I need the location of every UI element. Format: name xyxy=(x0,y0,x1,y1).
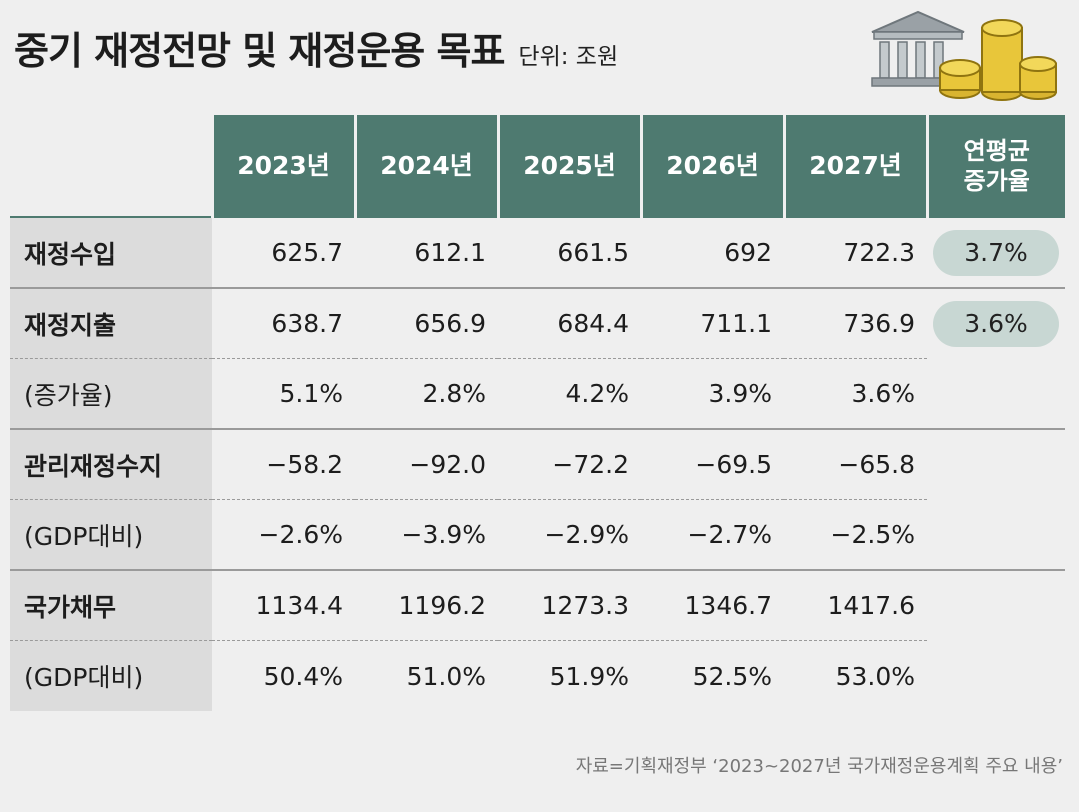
table-cell: 53.0% xyxy=(835,661,915,691)
column-header: 2023년 xyxy=(210,115,355,218)
avg-growth-badge: 3.6% xyxy=(933,300,1059,347)
column-header: 2025년 xyxy=(496,115,641,218)
row-label: (GDP대비) xyxy=(10,499,212,571)
finance-table: 2023년 2024년 2025년 2026년 2027년 연평균 증가율 재정… xyxy=(10,115,1065,711)
avg-cell-empty xyxy=(927,429,1065,500)
table-row: (증가율) 5.1% 2.8% 4.2% 3.9% 3.6% xyxy=(10,358,1065,430)
table-cell: 51.0% xyxy=(406,661,486,691)
column-header: 2027년 xyxy=(782,115,927,218)
table-row: 국가채무 1134.4 1196.2 1273.3 1346.7 1417.6 xyxy=(10,570,1065,641)
bank-coins-illustration xyxy=(871,10,1057,101)
table-cell: 656.9 xyxy=(355,288,498,359)
table-cell: −92.0 xyxy=(355,429,498,500)
table-cell: −2.6% xyxy=(212,499,355,571)
avg-header-line2: 증가율 xyxy=(963,166,1030,195)
corner-cell xyxy=(10,115,212,217)
table-cell: 625.7 xyxy=(212,216,355,289)
table-cell: −2.7% xyxy=(641,499,784,571)
avg-cell-empty xyxy=(927,499,1065,571)
table-cell: 1134.4 xyxy=(212,570,355,641)
table-cell: −58.2 xyxy=(212,429,355,500)
table-cell: 638.7 xyxy=(212,288,355,359)
title-row: 중기 재정전망 및 재정운용 목표 단위: 조원 xyxy=(14,20,618,75)
avg-cell: 3.6% xyxy=(927,288,1065,359)
table-cell: 661.5 xyxy=(498,216,641,289)
column-header: 2026년 xyxy=(639,115,784,218)
table-cell: 692 xyxy=(641,216,784,289)
table-cell: 2.8% xyxy=(355,358,498,430)
table-cell: −72.2 xyxy=(498,429,641,500)
table-cell: −65.8 xyxy=(784,429,927,500)
table-cell: 5.1% xyxy=(212,358,355,430)
column-header: 2024년 xyxy=(353,115,498,218)
table-cell: 50.4% xyxy=(263,661,343,691)
table-cell: 52.5% xyxy=(692,661,772,691)
row-label: (증가율) xyxy=(10,358,212,430)
table-cell: 612.1 xyxy=(355,216,498,289)
coin-stack-icon xyxy=(939,19,1057,101)
table-cell: 4.2% xyxy=(498,358,641,430)
row-label: 국가채무 xyxy=(10,570,212,641)
table-cell: 3.9% xyxy=(641,358,784,430)
avg-growth-badge: 3.7% xyxy=(933,229,1059,276)
row-label: (GDP대비) xyxy=(10,640,212,711)
row-label: 재정지출 xyxy=(10,288,212,359)
row-label: 재정수입 xyxy=(10,216,212,289)
table-cell: 1417.6 xyxy=(784,570,927,641)
row-label: 관리재정수지 xyxy=(10,429,212,500)
table-cell: 1346.7 xyxy=(641,570,784,641)
table-cell: 684.4 xyxy=(498,288,641,359)
unit-label: 단위: 조원 xyxy=(518,44,619,70)
table-row: 재정수입 625.7 612.1 661.5 692 722.3 3.7% xyxy=(10,216,1065,289)
table-cell: −3.9% xyxy=(355,499,498,571)
table-row: (GDP대비) −2.6% −3.9% −2.9% −2.7% −2.5% xyxy=(10,499,1065,571)
avg-cell-empty xyxy=(927,570,1065,641)
table-cell: 3.6% xyxy=(784,358,927,430)
table-cell: 51.9% xyxy=(549,661,629,691)
table-cell: 1196.2 xyxy=(355,570,498,641)
avg-cell-empty xyxy=(927,358,1065,430)
table-cell: −69.5 xyxy=(641,429,784,500)
table-cell: 1273.3 xyxy=(498,570,641,641)
table-header-row: 2023년 2024년 2025년 2026년 2027년 연평균 증가율 xyxy=(10,115,1065,218)
table-row: 재정지출 638.7 656.9 684.4 711.1 736.9 3.6% xyxy=(10,288,1065,359)
page-title: 중기 재정전망 및 재정운용 목표 xyxy=(14,29,505,73)
table-cell: −2.5% xyxy=(784,499,927,571)
source-note: 자료=기획재정부 ‘2023~2027년 국가재정운용계획 주요 내용’ xyxy=(575,756,1063,777)
table-cell: 736.9 xyxy=(784,288,927,359)
avg-cell: 3.7% xyxy=(927,216,1065,289)
avg-header-line1: 연평균 xyxy=(963,136,1030,165)
table-cell: 711.1 xyxy=(641,288,784,359)
table-row: (GDP대비) 50.4% 51.0% 51.9% 52.5% 53.0% xyxy=(10,640,1065,712)
table-row: 관리재정수지 −58.2 −92.0 −72.2 −69.5 −65.8 xyxy=(10,429,1065,500)
table-cell: −2.9% xyxy=(498,499,641,571)
table-cell: 722.3 xyxy=(784,216,927,289)
avg-growth-header: 연평균 증가율 xyxy=(925,115,1065,218)
avg-cell-empty xyxy=(927,641,1065,712)
